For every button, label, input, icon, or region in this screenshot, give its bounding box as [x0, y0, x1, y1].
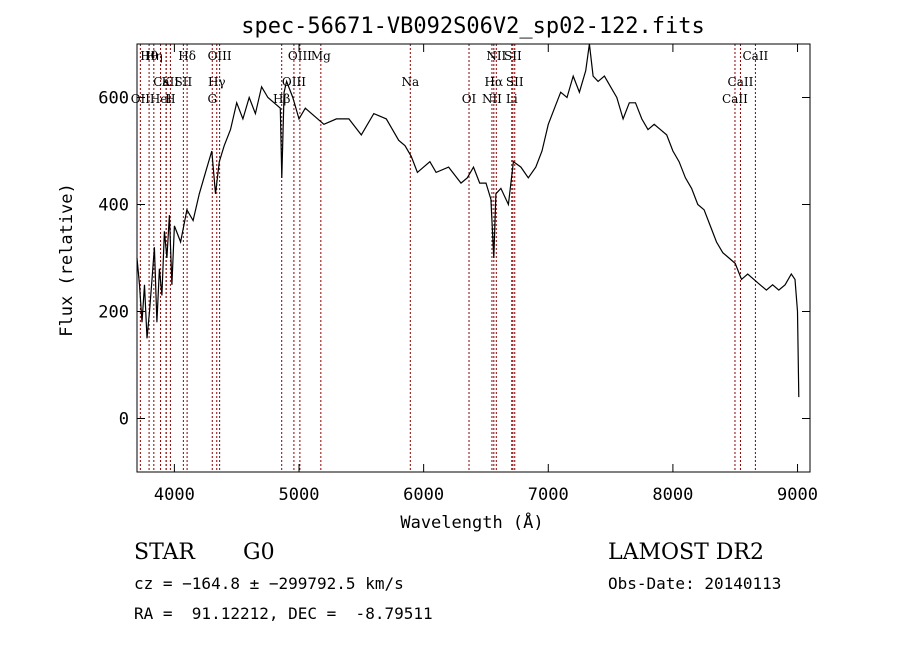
- x-axis-ticks: 4000 5000 6000 7000 8000 9000: [154, 44, 818, 505]
- line-label-17: OI: [462, 92, 477, 106]
- line-label-9: OIII: [208, 49, 232, 63]
- y-tick-label-3: 600: [98, 89, 129, 109]
- line-label-11: G: [207, 92, 217, 106]
- line-label-21: SII: [504, 49, 522, 63]
- line-label-0: Hθ: [140, 49, 158, 63]
- line-label-6: Hδ: [178, 49, 196, 63]
- y-tick-label-0: 0: [119, 410, 129, 430]
- x-tick-label-1: 5000: [279, 485, 320, 505]
- line-label-25: CaII: [728, 75, 754, 89]
- plot-frame: [136, 43, 811, 473]
- ra-dec-readout: RA = 91.12212, DEC = -8.79511: [134, 604, 433, 623]
- x-axis-label: Wavelength (Å): [400, 511, 543, 533]
- line-label-3: Hη: [145, 49, 163, 63]
- line-label-24: CaII: [742, 49, 768, 63]
- line-label-26: CaII: [722, 92, 748, 106]
- x-tick-label-2: 6000: [403, 485, 444, 505]
- line-label-16: Na: [401, 75, 419, 89]
- y-tick-label-1: 200: [98, 303, 129, 323]
- line-label-2: Hel: [150, 92, 172, 106]
- cz-readout: cz = −164.8 ± −299792.5 km/s: [134, 574, 404, 593]
- line-label-18: NII: [486, 49, 506, 63]
- line-label-8: OII: [131, 92, 151, 106]
- line-label-20: NII: [482, 92, 502, 106]
- spectral-line-markers: [139, 44, 756, 472]
- line-label-14: Hβ: [273, 92, 290, 106]
- x-tick-label-3: 7000: [528, 485, 569, 505]
- x-tick-label-5: 9000: [777, 485, 818, 505]
- line-label-4: K: [162, 75, 172, 89]
- line-label-5: H: [165, 92, 175, 106]
- obs-date: Obs-Date: 20140113: [608, 574, 782, 593]
- line-label-23: Li: [506, 92, 518, 106]
- class-label: STAR: [134, 540, 195, 565]
- spectrum-series-line: [136, 43, 800, 398]
- line-label-19: Hα: [485, 75, 504, 89]
- y-tick-label-2: 400: [98, 196, 129, 216]
- y-axis-ticks: 0 200 400 600: [98, 89, 810, 430]
- line-label-1: CaII: [153, 75, 179, 89]
- spectral-line-labels: HθCaIIHelHηKHHδSIIOIIOIIIHγGOIIIOIIIHβMg…: [131, 49, 769, 106]
- line-label-22: SII: [506, 75, 524, 89]
- line-label-12: OIII: [288, 49, 312, 63]
- x-tick-label-0: 4000: [154, 485, 195, 505]
- survey-label: LAMOST DR2: [608, 540, 764, 565]
- line-label-10: Hγ: [208, 75, 226, 89]
- chart-title: spec-56671-VB092S06V2_sp02-122.fits: [241, 14, 705, 39]
- line-label-15: Mg: [311, 49, 331, 63]
- subclass-label: G0: [243, 540, 275, 565]
- y-axis-label: Flux (relative): [57, 183, 77, 337]
- line-label-7: SII: [175, 75, 193, 89]
- x-tick-label-4: 8000: [652, 485, 693, 505]
